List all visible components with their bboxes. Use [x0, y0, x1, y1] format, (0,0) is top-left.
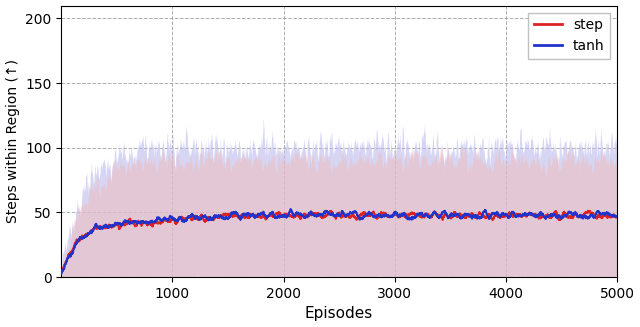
step [515, 213, 522, 217]
step [270, 214, 278, 217]
tanh [58, 272, 65, 276]
step [391, 212, 399, 216]
Line: tanh: tanh [61, 209, 617, 274]
tanh [613, 214, 621, 218]
X-axis label: Episodes: Episodes [305, 306, 373, 321]
Y-axis label: Steps within Region (↑): Steps within Region (↑) [6, 60, 20, 223]
Line: step: step [61, 211, 617, 272]
tanh [419, 214, 427, 218]
tanh [270, 213, 278, 217]
step [472, 216, 480, 220]
Legend: step, tanh: step, tanh [529, 12, 610, 59]
tanh [515, 214, 522, 218]
tanh [159, 218, 166, 222]
step [613, 215, 621, 219]
step [58, 269, 65, 273]
step [584, 209, 592, 213]
tanh [391, 211, 399, 215]
tanh [472, 214, 480, 218]
step [419, 214, 427, 217]
step [58, 270, 66, 274]
step [159, 220, 166, 224]
tanh [287, 207, 294, 211]
